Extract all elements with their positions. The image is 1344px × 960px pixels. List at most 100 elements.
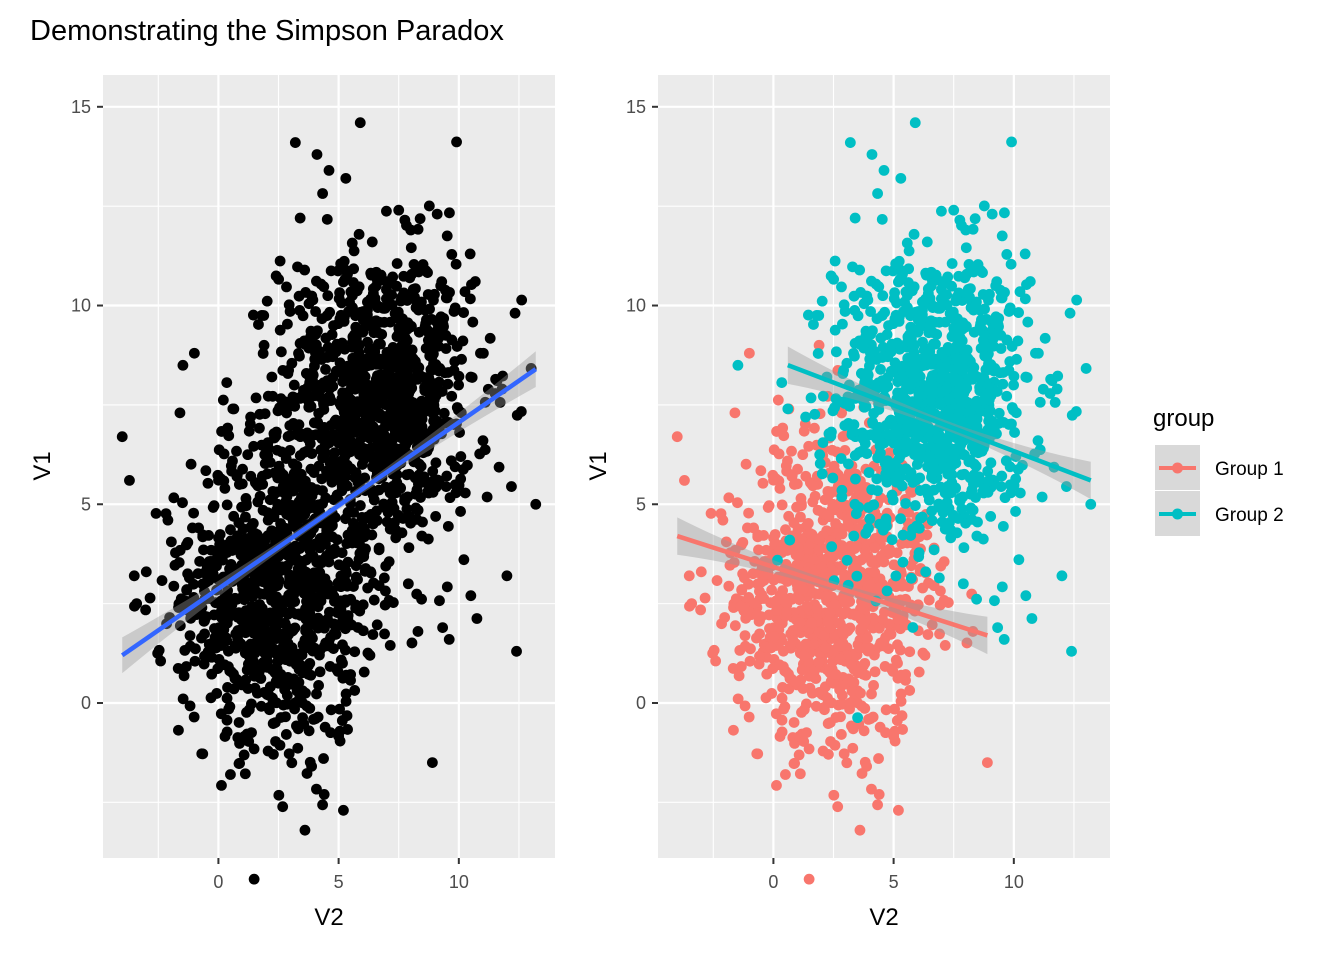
data-point-group-1	[732, 693, 744, 705]
data-point	[450, 258, 462, 270]
data-point	[389, 308, 401, 319]
data-point	[174, 407, 186, 419]
data-point-group-1	[819, 591, 831, 602]
data-point	[316, 473, 328, 485]
data-point	[242, 583, 254, 595]
data-point-group-2	[1039, 332, 1051, 344]
data-point	[379, 628, 390, 640]
data-point	[294, 498, 306, 510]
data-point-group-2	[873, 422, 885, 433]
data-point	[225, 597, 237, 609]
right-panel: 0 5 10 0 5 10 15 V2 V1	[585, 75, 1110, 931]
data-point-group-1	[789, 757, 801, 769]
data-point-group-2	[772, 554, 783, 566]
data-point-group-2	[910, 421, 922, 433]
data-point-group-1	[828, 789, 840, 801]
data-point-group-2	[1009, 427, 1020, 438]
y-tick-label: 15	[71, 97, 91, 117]
data-point-group-2	[732, 359, 744, 371]
data-point-group-1	[683, 570, 695, 582]
data-point	[309, 642, 321, 654]
data-point-group-1	[793, 550, 805, 561]
data-point-group-1	[850, 609, 862, 621]
data-point	[156, 575, 168, 586]
data-point-group-2	[816, 468, 828, 480]
data-point-group-1	[888, 730, 900, 742]
data-point	[295, 473, 306, 485]
data-point-group-2	[982, 465, 994, 477]
data-point	[267, 616, 279, 628]
data-point-group-2	[957, 435, 969, 447]
data-point-group-1	[803, 743, 815, 755]
data-point-group-2	[948, 204, 960, 216]
data-point-group-1	[761, 668, 773, 680]
data-point	[288, 589, 300, 601]
data-point	[318, 753, 329, 764]
data-point	[352, 476, 364, 488]
data-point-group-2	[971, 530, 983, 542]
data-point	[310, 306, 321, 317]
data-point-group-2	[836, 491, 848, 503]
data-point-group-2	[1032, 435, 1044, 447]
data-point-group-1	[899, 594, 911, 606]
data-point	[238, 550, 250, 561]
data-point-group-1	[834, 684, 846, 696]
data-point-group-1	[781, 606, 792, 618]
data-point	[286, 554, 298, 566]
data-point-group-1	[822, 616, 834, 628]
data-point	[372, 388, 384, 400]
data-point	[381, 205, 392, 217]
data-point-group-2	[901, 423, 912, 434]
data-point	[221, 499, 233, 511]
data-point-group-2	[813, 310, 825, 321]
data-point-group-2	[866, 484, 878, 496]
x-tick-label: 0	[213, 872, 223, 892]
data-point	[248, 873, 260, 885]
data-point-group-2	[886, 534, 898, 546]
data-point-group-1	[864, 579, 876, 591]
data-point	[173, 724, 184, 736]
data-point-group-2	[871, 473, 883, 485]
data-point	[308, 467, 320, 478]
data-point-group-2	[945, 487, 957, 499]
data-point-group-2	[907, 622, 919, 633]
data-point-group-2	[982, 475, 994, 487]
data-point	[458, 307, 469, 318]
data-point-group-1	[934, 628, 945, 640]
data-point-group-2	[909, 500, 921, 511]
data-point	[416, 296, 427, 308]
data-point	[332, 665, 344, 677]
data-point	[477, 435, 489, 447]
data-point	[509, 307, 521, 319]
data-point	[305, 669, 317, 681]
data-point-group-1	[809, 422, 820, 434]
data-point-group-1	[743, 507, 755, 519]
left-axes: 0 5 10 0 5 10 15	[71, 97, 469, 892]
data-point	[293, 290, 305, 302]
data-point-group-1	[859, 657, 871, 669]
data-point	[423, 487, 435, 499]
data-point-group-1	[824, 607, 836, 619]
data-point	[367, 489, 379, 501]
data-point-group-1	[788, 717, 800, 728]
data-point	[313, 407, 325, 419]
data-point	[265, 642, 276, 654]
data-point	[347, 331, 359, 343]
data-point-group-1	[788, 479, 800, 490]
data-point	[178, 670, 190, 682]
data-point-group-2	[1066, 645, 1077, 657]
data-point-group-2	[892, 426, 903, 438]
data-point-group-2	[1005, 258, 1017, 270]
data-point	[219, 659, 230, 671]
data-point	[275, 668, 287, 680]
data-point-group-1	[699, 592, 711, 604]
data-point-group-2	[925, 453, 937, 465]
data-point	[511, 409, 523, 421]
x-tick-label: 0	[768, 872, 778, 892]
data-point	[364, 649, 376, 661]
data-point-group-2	[980, 364, 992, 375]
data-point-group-1	[868, 680, 879, 691]
data-point-group-2	[876, 213, 888, 225]
data-point-group-2	[805, 392, 817, 404]
data-point-group-2	[992, 319, 1004, 330]
